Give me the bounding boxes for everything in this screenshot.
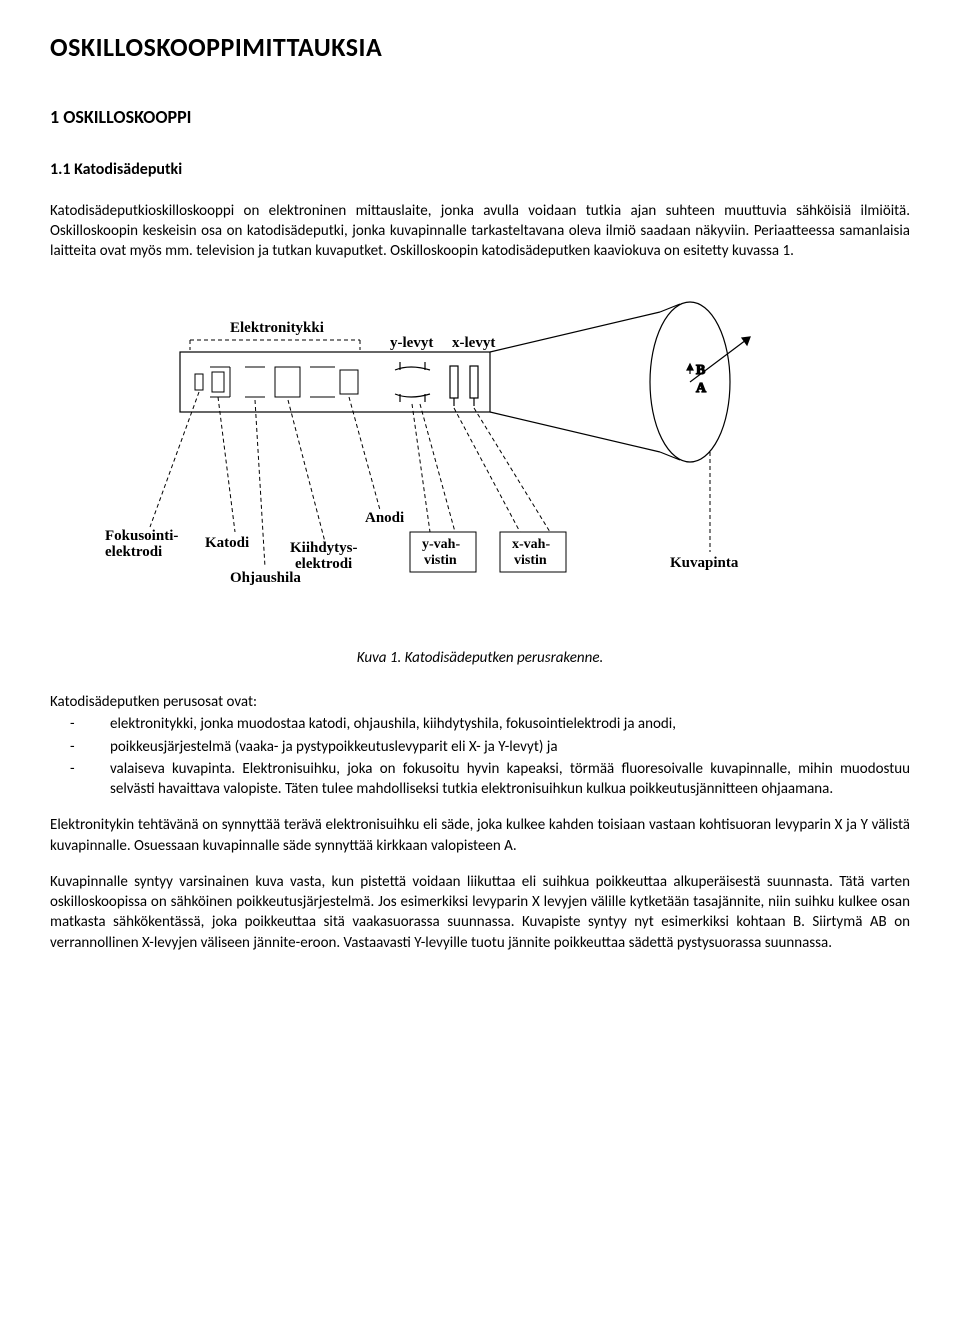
page-title: OSKILLOSKOOPPIMITTAUKSIA [50,30,910,65]
label-xvah-2: vistin [514,553,547,568]
label-kuvapinta: Kuvapinta [670,555,739,571]
list-item: valaiseva kuvapinta. Elektronisuihku, jo… [90,759,910,800]
list-item: elektronitykki, jonka muodostaa katodi, … [90,714,910,734]
label-fokusointi-1: Fokusointi- [105,528,178,544]
label-ohjaushila: Ohjaushila [230,570,301,586]
crt-diagram: B A Elektronitykki y-levyt x-levyt Fokus… [100,292,860,628]
paragraph: Kuvapinnalle syntyy varsinainen kuva vas… [50,872,910,953]
list-item: poikkeusjärjestelmä (vaaka- ja pystypoik… [90,737,910,757]
crt-svg: B A Elektronitykki y-levyt x-levyt Fokus… [100,292,860,622]
paragraph: Elektronitykin tehtävänä on synnyttää te… [50,815,910,856]
subsection-heading: 1.1 Katodisädeputki [50,159,910,181]
label-A: A [696,381,707,396]
label-ylevyt: y-levyt [390,335,433,351]
label-yvah-2: vistin [424,553,457,568]
label-katodi: Katodi [205,535,249,551]
label-xvah-1: x-vah- [512,537,550,552]
label-elektronitykki: Elektronitykki [230,320,324,336]
label-fokusointi-2: elektrodi [105,544,162,560]
label-yvah-1: y-vah- [422,537,460,552]
paragraph-intro: Katodisädeputkioskilloskooppi on elektro… [50,201,910,262]
section-heading: 1 OSKILLOSKOOPPI [50,105,910,129]
label-B: B [696,363,705,378]
label-kiihdytys-1: Kiihdytys- [290,540,358,556]
parts-list: elektronitykki, jonka muodostaa katodi, … [50,714,910,799]
label-anodi: Anodi [365,510,404,526]
list-intro: Katodisädeputken perusosat ovat: [50,692,910,712]
figure-caption: Kuva 1. Katodisädeputken perusrakenne. [50,648,910,668]
label-xlevyt: x-levyt [452,335,495,351]
label-kiihdytys-2: elektrodi [295,556,352,572]
